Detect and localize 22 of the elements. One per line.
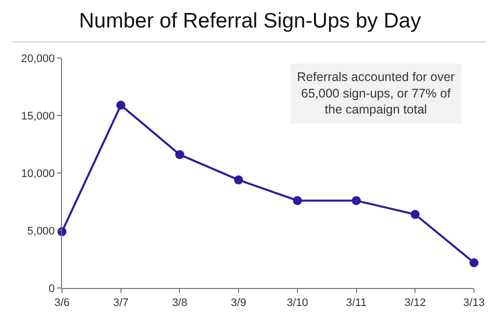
x-tick-label: 3/13 (463, 297, 485, 310)
x-tick-label: 3/10 (286, 297, 308, 310)
point (292, 196, 302, 206)
x-tick-label: 3/8 (172, 297, 188, 310)
chart-title: Number of Referral Sign-Ups by Day (79, 10, 422, 33)
x-tick-label: 3/6 (54, 297, 70, 310)
x-tick-label: 3/9 (230, 297, 246, 310)
point (410, 210, 420, 219)
annotation: Referrals accounted for over 65,000 sign-ups, or 77% of the campaign total (297, 70, 455, 116)
point (175, 150, 184, 160)
point (352, 196, 361, 206)
x-tick-label: 3/11 (346, 297, 367, 310)
point (470, 258, 478, 268)
y-tick-label: 15,000 (21, 110, 55, 122)
x-tick-label: 3/12 (404, 297, 426, 310)
x-tick-label: 3/7 (113, 297, 129, 310)
point (116, 100, 126, 110)
y-tick-label: 5,000 (27, 225, 55, 238)
y-tick-label: 20,000 (21, 52, 55, 65)
y-tick-label: 0 (48, 282, 55, 295)
point (234, 175, 244, 184)
y-tick-label: 10,000 (21, 168, 55, 180)
